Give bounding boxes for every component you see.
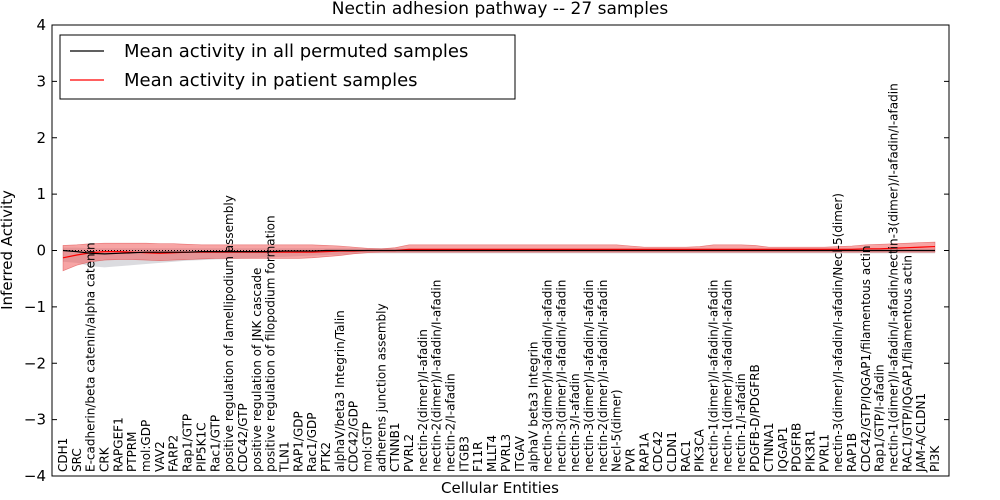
y-tick-label: −3	[24, 411, 46, 429]
x-tick-label: PIK3R1	[803, 430, 817, 472]
x-tick-label: CDC42/GTP/IQGAP1/filamentous actin	[859, 246, 873, 472]
y-tick-label: 2	[36, 129, 46, 147]
legend: Mean activity in all permuted samples Mea…	[59, 34, 516, 100]
x-tick-label: MLLT4	[485, 435, 499, 472]
x-tick-label: PI3K	[928, 445, 942, 472]
x-tick-label: ITGB3	[457, 436, 471, 472]
chart-title: Nectin adhesion pathway -- 27 samples	[332, 0, 669, 19]
x-tick-label: CTNNA1	[762, 422, 776, 472]
x-tick-label: CDH1	[56, 438, 70, 472]
x-tick-label: RAP1B	[845, 433, 859, 472]
x-tick-label: PTK2	[319, 442, 333, 472]
y-tick-label: −2	[24, 354, 46, 372]
x-tick-label: CRK	[98, 446, 112, 472]
x-tick-label: RAP1/GDP	[291, 411, 305, 472]
x-tick-label: F11R	[471, 441, 485, 472]
x-tick-label: Rac1/GTP	[208, 415, 222, 472]
x-tick-label: nectin-2/I-afadin	[444, 373, 458, 472]
x-tick-label: CLDN1	[665, 431, 679, 472]
x-tick-label: nectin-1(dimer)/I-afadin/I-afadin	[707, 280, 721, 472]
x-tick-label: PDGFB-D/PDGFRB	[748, 364, 762, 472]
x-tick-label: Necl-5(dimer)	[610, 389, 624, 472]
x-tick-label: positive regulation of lamellipodium ass…	[222, 195, 236, 472]
x-tick-label: RAC1	[679, 440, 693, 472]
x-tick-label: CDC42/GDP	[347, 401, 361, 472]
x-tick-label: IQGAP1	[776, 427, 790, 472]
x-tick-label: nectin-2(dimer)/I-afadin/I-afadin	[596, 280, 610, 472]
x-tick-label: PIP5K1C	[194, 422, 208, 472]
x-tick-label: FARP2	[167, 435, 181, 472]
x-tick-label: E-cadherin/beta catenin/alpha catenin	[84, 242, 98, 472]
x-tick-label: nectin-1(dimer)/I-afadin/I-afadin/nectin…	[886, 83, 900, 472]
permuted-mean-line	[62, 249, 935, 255]
x-tick-label: positive regulation of JNK cascade	[250, 268, 264, 472]
x-tick-label: CDC42	[651, 431, 665, 472]
x-tick-labels: CDH1 SRC E-cadherin/beta catenin/alpha cat…	[56, 83, 942, 473]
x-tick-label: Rap1/GTP/I-afadin	[873, 364, 887, 472]
y-axis-label: Inferred Activity	[0, 190, 16, 310]
x-tick-label: nectin-2(dimer)/I-afadin	[416, 329, 430, 472]
y-tick-label: −1	[24, 298, 46, 316]
legend-label: Mean activity in all permuted samples	[124, 41, 468, 62]
x-tick-label: nectin-2(dimer)/I-afadin/I-afadin	[430, 280, 444, 472]
y-tick-label: 3	[36, 72, 46, 90]
series-lines	[62, 245, 936, 259]
x-tick-label: PVRL3	[499, 434, 513, 472]
x-tick-label: JAM-A/CLDN1	[914, 393, 928, 473]
x-tick-label: RAPGEF1	[111, 417, 125, 472]
x-tick-label: PDGFRB	[790, 423, 804, 472]
x-tick-label: nectin-3(dimer)/I-afadin/I-afadin	[554, 280, 568, 472]
x-tick-label: mol:GTP	[361, 422, 375, 472]
x-tick-label: SRC	[70, 448, 84, 472]
x-tick-label: nectin-3(dimer)/I-afadin/I-afadin/Necl-5…	[831, 193, 845, 472]
x-axis-label: Cellular Entities	[441, 479, 559, 497]
y-axis-ticks: −4 −3 −2 −1 0 1 2 3 4	[24, 16, 949, 485]
x-tick-label: ITGAV	[513, 435, 527, 472]
x-tick-label: nectin-3/I-afadin	[568, 373, 582, 472]
x-tick-label: RAP1A	[637, 432, 651, 472]
x-tick-label: TLN1	[277, 441, 291, 473]
y-tick-label: 0	[36, 242, 46, 260]
x-tick-label: alphaV/beta3 Integrin/Talin	[333, 310, 347, 472]
x-tick-label: Rap1/GTP	[181, 414, 195, 472]
x-tick-label: nectin-1/I-afadin	[734, 373, 748, 472]
x-tick-label: CDC42/GTP	[236, 403, 250, 472]
x-tick-label: nectin-3(dimer)/I-afadin/I-afadin	[540, 280, 554, 472]
x-tick-label: RAC1/GTP/IQGAP1/filamentous actin	[900, 255, 914, 472]
y-tick-label: 4	[36, 16, 46, 34]
x-tick-label: adherens junction assembly	[374, 303, 388, 472]
x-tick-label: VAV2	[153, 441, 167, 472]
legend-label: Mean activity in patient samples	[124, 70, 418, 91]
x-tick-label: positive regulation of filopodium format…	[264, 215, 278, 472]
x-tick-label: PTPRM	[125, 432, 139, 473]
x-tick-label: PVRL2	[402, 434, 416, 472]
x-tick-label: mol:GDP	[139, 420, 153, 472]
x-tick-label: CTNNB1	[388, 422, 402, 472]
x-tick-label: Rac1/GDP	[305, 413, 319, 472]
x-tick-label: PVR	[623, 448, 637, 472]
x-tick-label: alphaV beta3 Integrin	[527, 341, 541, 472]
legend-box	[59, 34, 516, 100]
x-tick-label: PIK3CA	[693, 428, 707, 472]
x-tick-label: nectin-1(dimer)/I-afadin/I-afadin	[720, 280, 734, 472]
x-tick-label: PVRL1	[817, 434, 831, 472]
y-tick-label: 1	[36, 185, 46, 203]
x-tick-label: nectin-3(dimer)/I-afadin/I-afadin	[582, 280, 596, 472]
y-tick-label: −4	[24, 467, 46, 485]
